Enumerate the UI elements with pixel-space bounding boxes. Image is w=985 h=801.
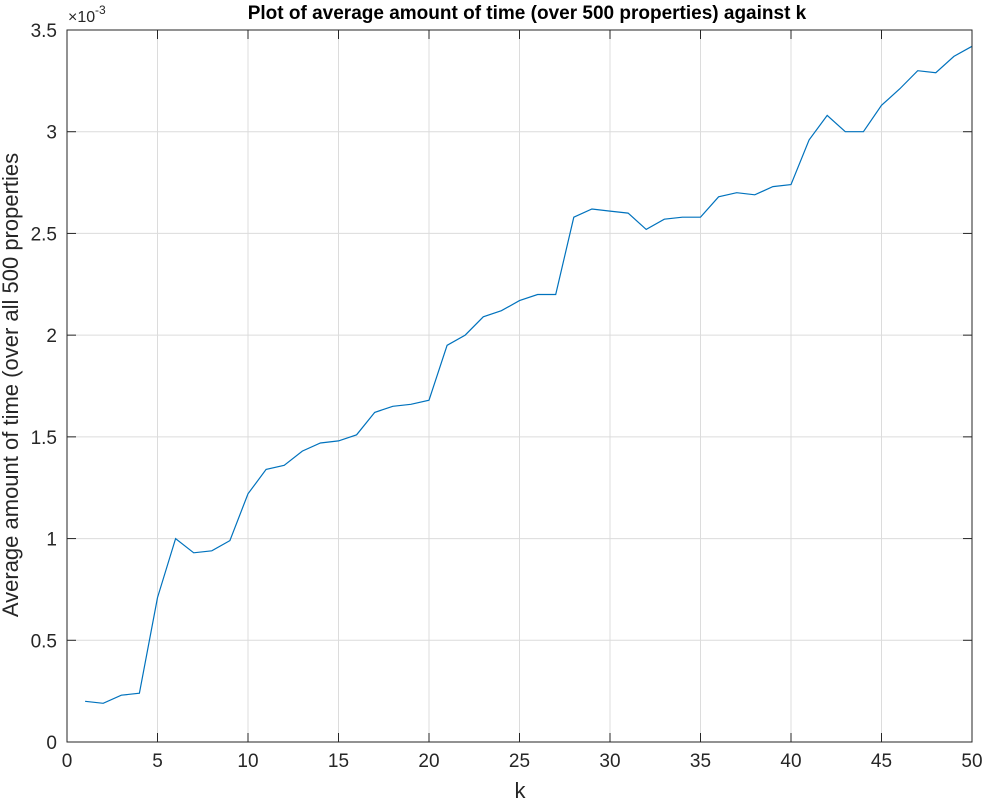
y-tick-label: 3.5 — [31, 21, 57, 42]
y-exponent-power: -3 — [95, 3, 106, 17]
x-tick-label: 40 — [780, 751, 801, 772]
y-axis-label: Average amount of time (over all 500 pro… — [0, 153, 23, 617]
chart-title: Plot of average amount of time (over 500… — [248, 3, 807, 24]
x-tick-label: 0 — [62, 751, 73, 772]
y-tick-label: 2 — [46, 326, 57, 347]
x-tick-labels: 0 5 10 15 20 25 30 35 40 45 50 — [62, 751, 983, 772]
y-tick-label: 3 — [46, 123, 57, 144]
y-tick-label: 1 — [46, 530, 57, 551]
x-axis-label: k — [515, 778, 527, 801]
y-exponent-label: ×10 -3 — [68, 3, 106, 26]
grid — [66, 29, 973, 743]
y-exponent-base: ×10 — [68, 9, 95, 26]
x-tick-label: 45 — [871, 751, 892, 772]
y-tick-label: 0 — [46, 733, 57, 754]
x-tick-label: 5 — [152, 751, 163, 772]
x-tick-label: 15 — [328, 751, 349, 772]
x-tick-label: 10 — [237, 751, 258, 772]
y-tick-labels: 0 0.5 1 1.5 2 2.5 3 3.5 — [31, 21, 57, 754]
x-tick-label: 35 — [690, 751, 711, 772]
tick-marks — [66, 29, 973, 743]
series-layer — [85, 45, 973, 704]
x-tick-label: 20 — [418, 751, 439, 772]
x-tick-label: 30 — [599, 751, 620, 772]
x-tick-label: 50 — [961, 751, 982, 772]
series-line — [85, 45, 973, 704]
y-tick-label: 1.5 — [31, 428, 57, 449]
y-tick-label: 0.5 — [31, 631, 57, 652]
y-tick-label: 2.5 — [31, 224, 57, 245]
x-tick-label: 25 — [509, 751, 530, 772]
